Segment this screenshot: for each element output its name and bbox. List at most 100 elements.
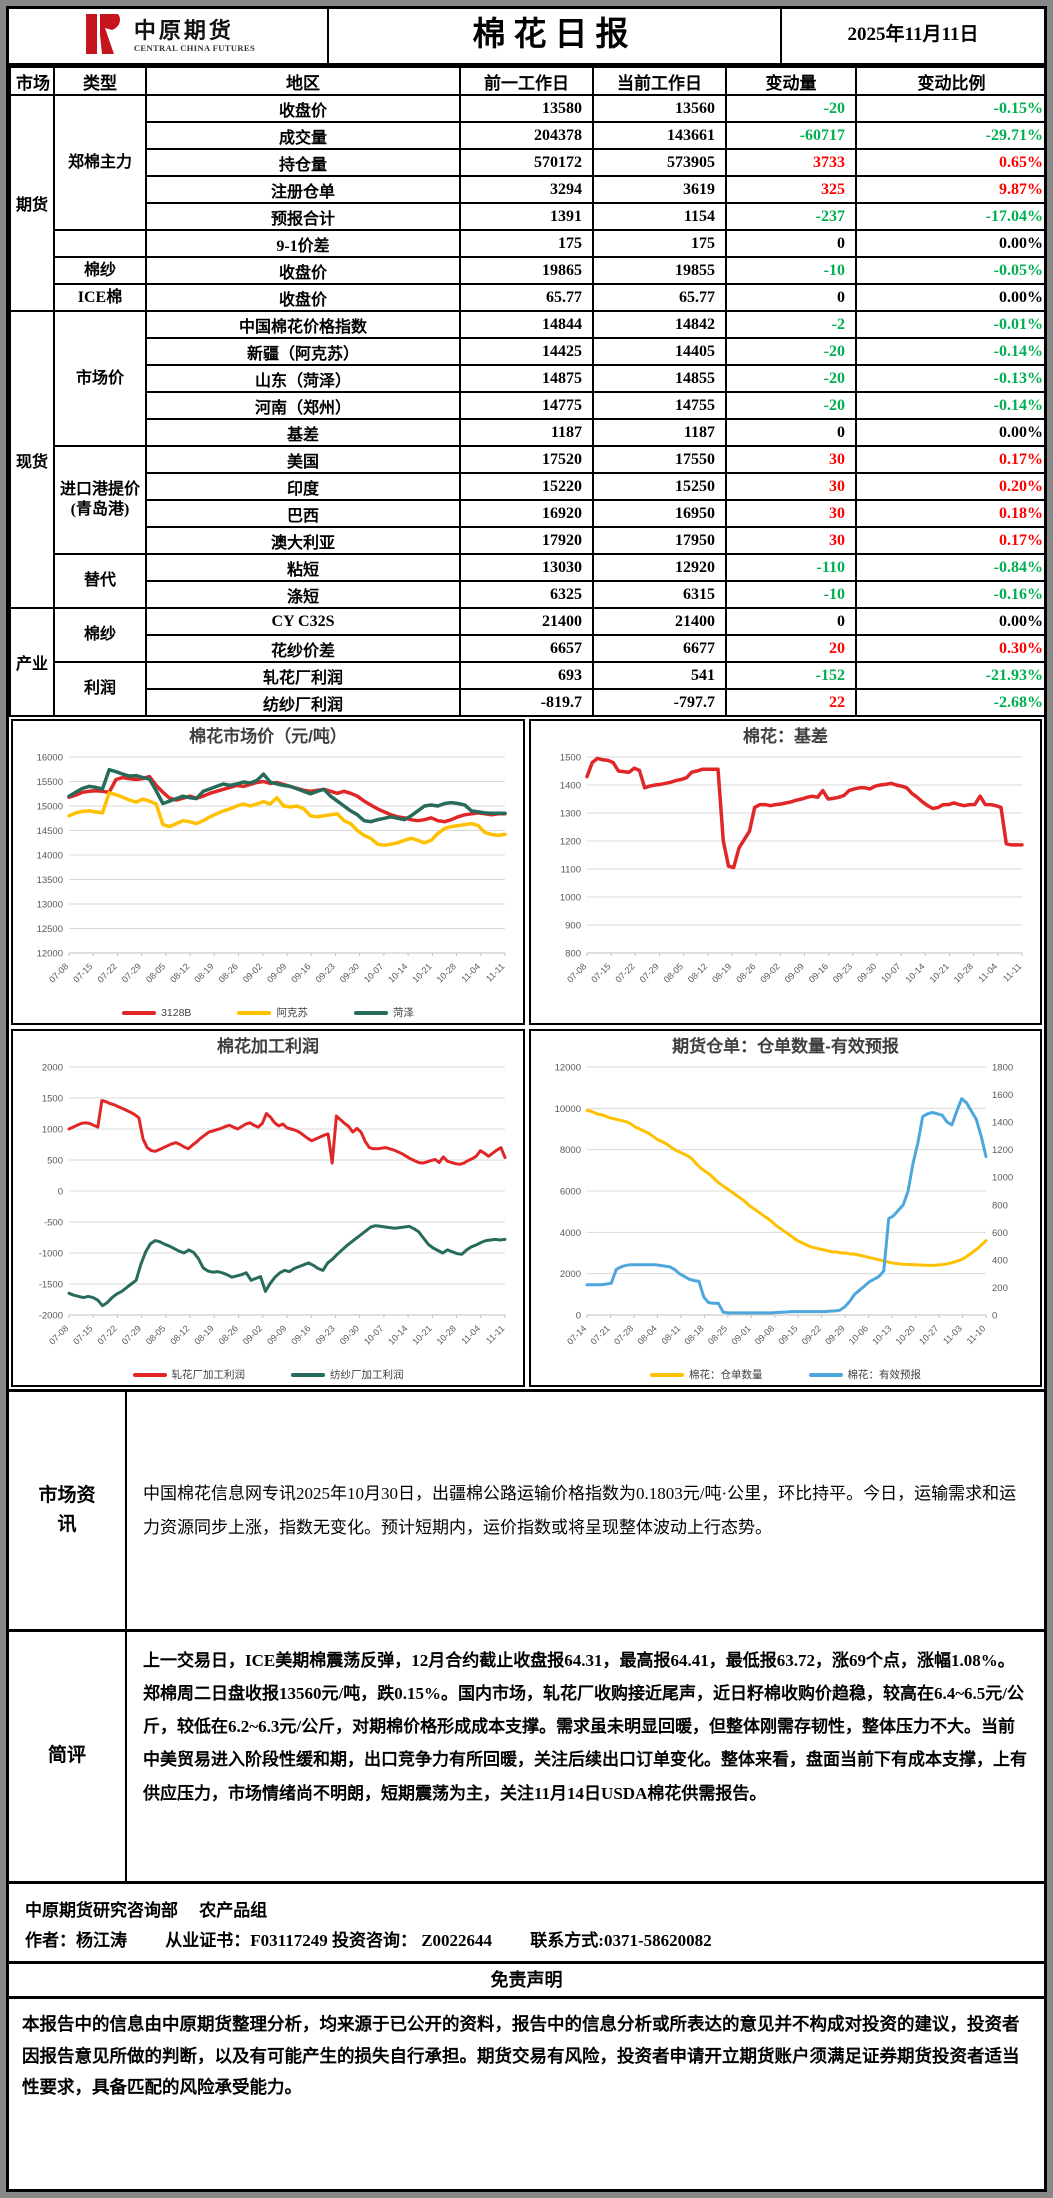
change-cell: -20 — [725, 364, 857, 393]
curr-value-cell: 12920 — [592, 553, 727, 582]
svg-text:14500: 14500 — [37, 826, 63, 837]
svg-text:1500: 1500 — [42, 1094, 63, 1105]
svg-text:09-01: 09-01 — [729, 1323, 752, 1346]
change-cell: -20 — [725, 391, 857, 420]
type-group-label: 市场价 — [53, 310, 147, 447]
svg-text:08-11: 08-11 — [659, 1323, 682, 1346]
market-group-label: 期货 — [9, 94, 55, 312]
svg-text:08-05: 08-05 — [144, 1323, 167, 1346]
chart-legend: 棉花：仓单数量 棉花：有效预报 — [531, 1364, 1040, 1385]
comment-section: 简评 上一交易日，ICE美期棉震荡反弹，12月合约截止收盘报64.31，最高报6… — [9, 1632, 1044, 1884]
change-cell: -110 — [725, 553, 857, 582]
column-header: 市场 — [9, 66, 55, 96]
svg-text:09-15: 09-15 — [776, 1323, 799, 1346]
type-group-label: 进口港提价 (青岛港) — [53, 445, 147, 555]
legend-swatch — [291, 1372, 325, 1377]
svg-text:09-02: 09-02 — [758, 961, 781, 984]
company-logo-icon — [81, 11, 125, 62]
curr-value-cell: 13560 — [592, 94, 727, 123]
change-cell: 22 — [725, 688, 857, 717]
region-cell: 轧花厂利润 — [145, 661, 461, 690]
svg-text:08-18: 08-18 — [682, 1323, 705, 1346]
region-cell: 预报合计 — [145, 202, 461, 231]
svg-text:09-16: 09-16 — [807, 961, 830, 984]
table-row: 成交量 204378 143661 -60717 -29.71% — [10, 121, 1044, 150]
svg-text:900: 900 — [565, 921, 581, 932]
svg-text:0: 0 — [992, 1311, 997, 1322]
svg-text:11-04: 11-04 — [976, 961, 999, 984]
svg-text:07-22: 07-22 — [96, 961, 119, 984]
type-group-label: 利润 — [53, 661, 147, 717]
svg-text:11-03: 11-03 — [941, 1323, 964, 1346]
change-pct-cell: -2.68% — [855, 688, 1044, 717]
svg-text:10-21: 10-21 — [410, 1323, 433, 1346]
chart-plot: 12000 12500 13000 13500 14000 14500 15000 15500… — [13, 749, 523, 1002]
svg-text:1000: 1000 — [992, 1173, 1013, 1184]
table-row: 河南（郑州） 14775 14755 -20 -0.14% — [10, 391, 1044, 420]
table-row: 涤短 6325 6315 -10 -0.16% — [10, 580, 1044, 609]
change-pct-cell: -29.71% — [855, 121, 1044, 150]
change-pct-cell: 0.00% — [855, 283, 1044, 312]
table-row: 9-1价差 175 175 0 0.00% — [10, 229, 1044, 258]
company-name-en: CENTRAL CHINA FUTURES — [133, 42, 256, 53]
type-group-label: 棉纱 — [53, 256, 147, 285]
svg-text:10-27: 10-27 — [917, 1323, 940, 1346]
svg-text:11-11: 11-11 — [1001, 961, 1023, 983]
chart-market-price: 棉花市场价（元/吨） 12000 12500 13000 13500 14000 1450… — [11, 719, 525, 1025]
table-row: 产业 棉纱 CY C32S 21400 21400 0 0.00% — [9, 607, 1044, 717]
curr-value-cell: 14842 — [592, 310, 727, 339]
svg-text:-1000: -1000 — [39, 1249, 63, 1260]
column-header: 变动比例 — [855, 66, 1044, 96]
change-pct-cell: 0.30% — [855, 634, 1044, 663]
svg-text:07-08: 07-08 — [565, 961, 588, 984]
legend-label: 阿克苏 — [276, 1007, 308, 1019]
prev-value-cell: 14425 — [459, 337, 594, 366]
column-header: 地区 — [145, 66, 461, 96]
change-cell: -60717 — [725, 121, 857, 150]
svg-text:10-28: 10-28 — [435, 1323, 458, 1346]
change-cell: -152 — [725, 661, 857, 690]
svg-text:13000: 13000 — [37, 900, 63, 911]
curr-value-cell: 65.77 — [592, 283, 727, 312]
table-row: 棉纱 收盘价 19865 19855 -10 -0.05% — [10, 256, 1044, 285]
chart-processing-profit: 棉花加工利润 -2000 -1500 -1000 -500 0 500 1000 1500 20… — [11, 1029, 525, 1387]
column-header: 变动量 — [725, 66, 857, 96]
svg-text:10-21: 10-21 — [410, 961, 433, 984]
charts-grid: 棉花市场价（元/吨） 12000 12500 13000 13500 14000 1450… — [9, 717, 1044, 1392]
type-group-label: 替代 — [53, 553, 147, 609]
report-footer: 中原期货研究咨询部 农产品组 作者：杨江涛 从业证书：F03117249 投资咨… — [9, 1884, 1044, 1964]
region-cell: 美国 — [145, 445, 461, 474]
change-cell: 0 — [725, 229, 857, 258]
curr-value-cell: 3619 — [592, 175, 727, 204]
svg-text:12000: 12000 — [555, 1063, 581, 1074]
legend-label: 棉花：有效预报 — [847, 1369, 922, 1381]
prev-value-cell: 1391 — [459, 202, 594, 231]
chart-plot: 800 900 1000 1100 1200 1300 1400 1500 07-08 07-15… — [531, 749, 1040, 1002]
report-date: 2025年11月11日 — [847, 24, 979, 45]
region-cell: 基差 — [145, 418, 461, 447]
table-row: 期货 郑棉主力 收盘价 13580 13560 -20 -0.15% — [9, 94, 1044, 312]
svg-text:10-07: 10-07 — [362, 1323, 385, 1346]
curr-value-cell: 21400 — [592, 607, 727, 636]
svg-text:1100: 1100 — [561, 865, 581, 876]
legend-item: 棉花：有效预报 — [808, 1367, 922, 1382]
legend-item: 纺纱厂加工利润 — [291, 1367, 404, 1382]
svg-text:07-29: 07-29 — [638, 961, 661, 984]
svg-text:08-26: 08-26 — [734, 961, 757, 984]
market-info-section: 市场资讯 中国棉花信息网专讯2025年10月30日，出疆棉公路运输价格指数为0.… — [9, 1392, 1044, 1632]
table-header-row: 市场 类型 地区 前一工作日 当前工作日 变动量 变动比例 — [9, 66, 1044, 96]
svg-text:08-19: 08-19 — [710, 961, 733, 984]
svg-text:500: 500 — [47, 1156, 63, 1167]
change-cell: -237 — [725, 202, 857, 231]
region-cell: 山东（菏泽） — [145, 364, 461, 393]
change-pct-cell: 0.18% — [855, 499, 1044, 528]
svg-text:07-14: 07-14 — [565, 1323, 588, 1346]
change-cell: 325 — [725, 175, 857, 204]
prev-value-cell: 19865 — [459, 256, 594, 285]
svg-text:08-04: 08-04 — [635, 1323, 658, 1346]
table-row: 进口港提价 (青岛港) 美国 17520 17550 30 0.17% — [10, 445, 1044, 555]
change-pct-cell: -0.16% — [855, 580, 1044, 609]
curr-value-cell: 1187 — [592, 418, 727, 447]
svg-text:1300: 1300 — [560, 809, 581, 820]
prev-value-cell: 1187 — [459, 418, 594, 447]
